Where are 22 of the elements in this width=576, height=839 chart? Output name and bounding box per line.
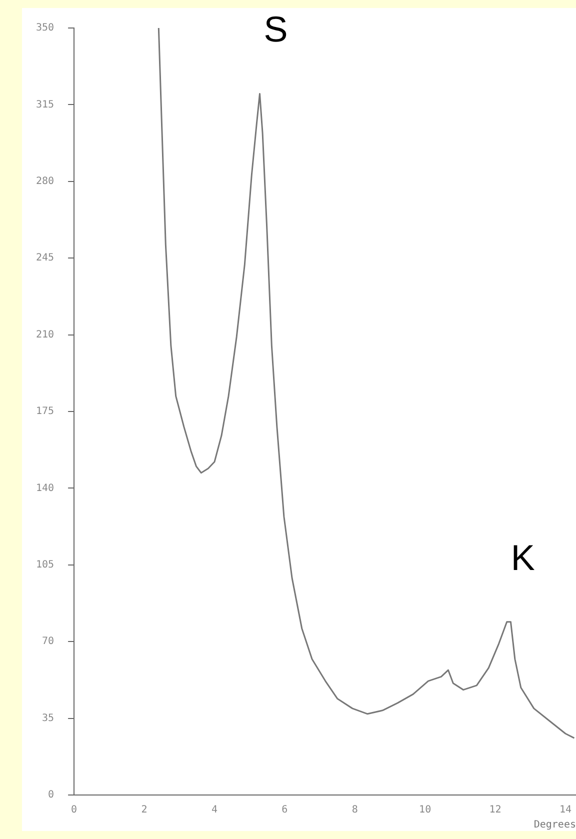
x-tick-label: 14 xyxy=(559,804,572,816)
y-tick-label: 0 xyxy=(48,790,54,801)
annotation: K xyxy=(510,536,535,578)
y-tick-label: 280 xyxy=(36,176,54,187)
x-tick-label: 8 xyxy=(352,804,358,816)
x-tick-label: 10 xyxy=(419,804,432,816)
annotation: S xyxy=(264,8,288,50)
x-tick-label: 12 xyxy=(489,804,502,816)
x-axis-title: Degrees xyxy=(534,820,576,831)
x-tick-label: 4 xyxy=(211,804,218,816)
y-tick-label: 70 xyxy=(42,636,54,648)
y-tick-label: 140 xyxy=(36,482,54,494)
x-tick-label: 0 xyxy=(71,804,78,816)
y-tick-label: 175 xyxy=(36,406,54,418)
y-tick-label: 245 xyxy=(36,252,54,264)
x-tick-label: 2 xyxy=(141,804,148,816)
y-tick-label: 315 xyxy=(36,99,54,110)
y-tick-label: 35 xyxy=(42,712,54,724)
x-tick-label: 6 xyxy=(282,804,288,816)
y-tick-label: 350 xyxy=(36,22,54,34)
y-tick-label: 105 xyxy=(36,559,54,570)
y-tick-label: 210 xyxy=(36,329,54,340)
